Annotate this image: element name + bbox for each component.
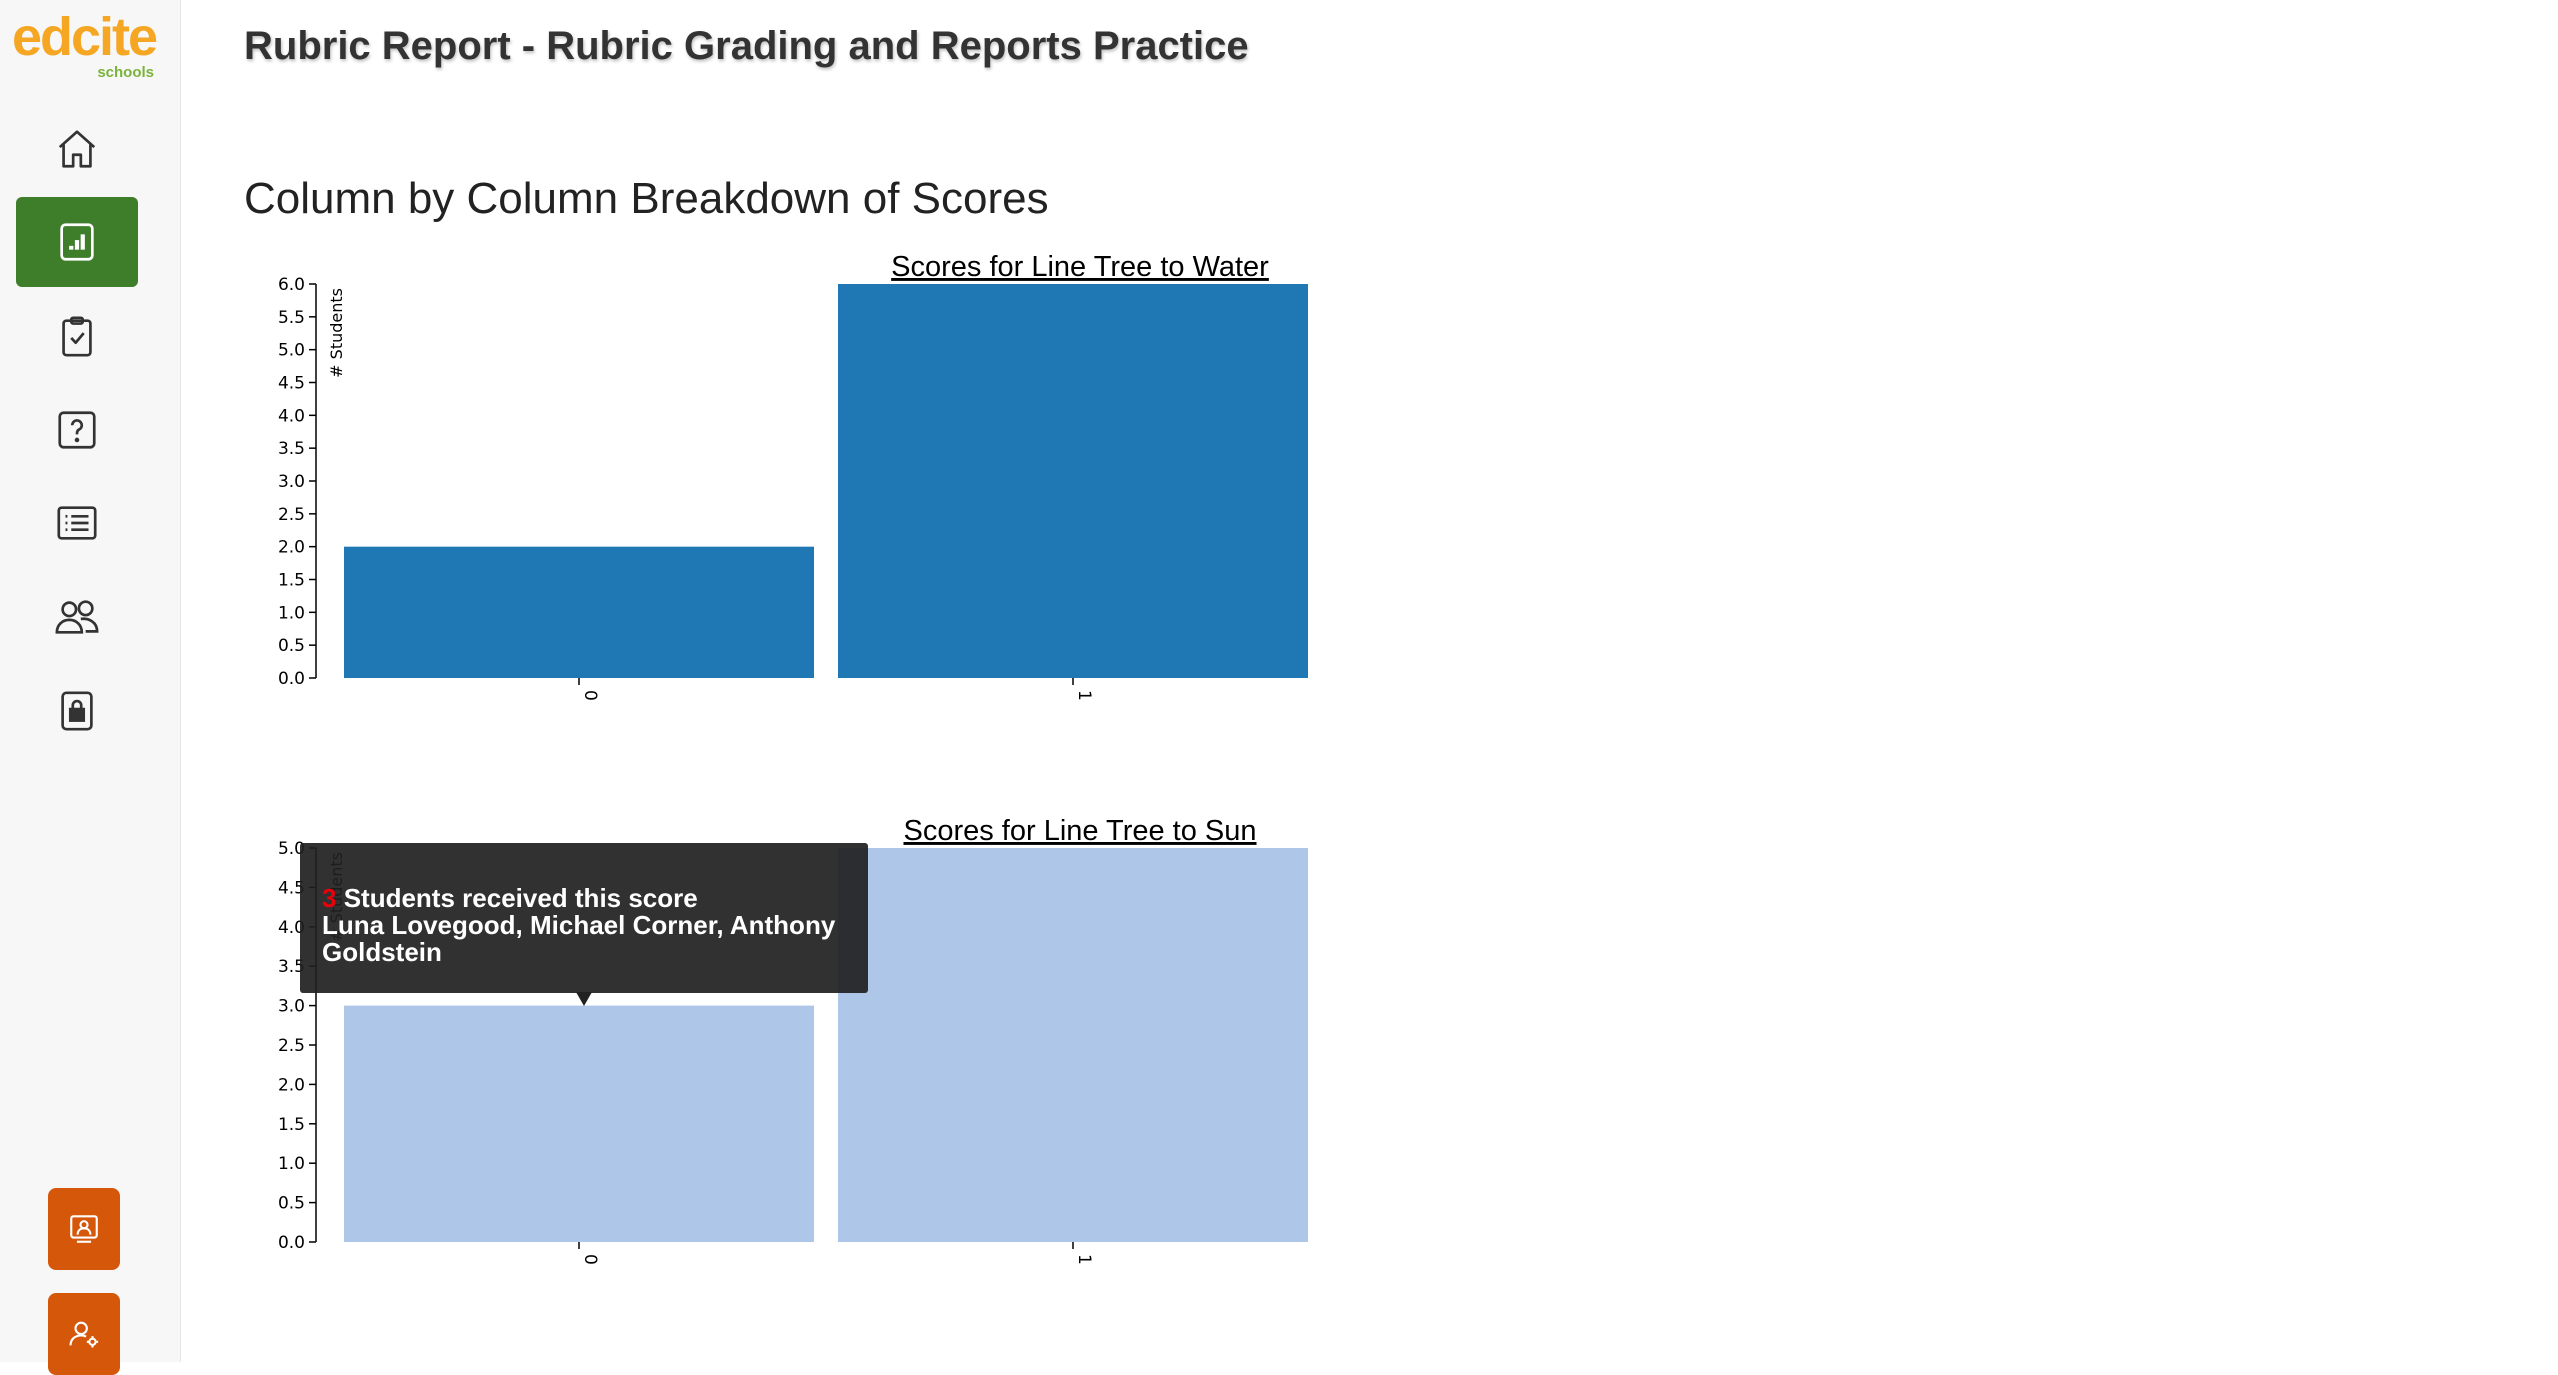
y-tick-label: 3.5 (278, 439, 305, 459)
y-tick-label: 4.5 (278, 374, 305, 394)
score-tooltip: 3 Students received this score Luna Love… (300, 843, 868, 993)
tooltip-headline: 3 Students received this score (322, 885, 848, 912)
y-tick-label: 5.5 (278, 308, 305, 328)
y-tick-label: 4.5 (278, 878, 305, 898)
section-title: Column by Column Breakdown of Scores (244, 174, 1049, 223)
bar-1 (838, 284, 1308, 678)
y-tick-label: 5.0 (278, 839, 305, 859)
bar-0 (344, 1005, 814, 1242)
edcite-logo[interactable]: edcite schools (12, 7, 162, 81)
logo-subtext: schools (97, 64, 154, 81)
x-tick-label: 0 (580, 1254, 600, 1265)
chart-tree-to-water: 0.0 0.5 1.0 1.5 2.0 2.5 3.0 3.5 4.0 4.5 5.0 5.5 6.0 #… (278, 251, 1308, 701)
questions-icon (58, 411, 96, 449)
tooltip-message: Students received this score (343, 883, 698, 913)
user-settings-icon (69, 1321, 99, 1348)
bar-0 (344, 546, 814, 678)
chart-title: Scores for Line Tree to Water (891, 251, 1269, 283)
sidebar: edcite schools (0, 0, 181, 1375)
y-tick-label: 0.5 (278, 1194, 305, 1214)
student-view-button[interactable] (48, 1188, 120, 1270)
y-tick-label: 6.0 (278, 275, 305, 295)
chart-title: Scores for Line Tree to Sun (903, 815, 1256, 847)
y-tick-label: 1.5 (278, 1115, 305, 1135)
y-tick-label: 1.0 (278, 603, 305, 623)
home-icon (58, 130, 96, 168)
tooltip-count: 3 (322, 883, 337, 913)
x-tick-label: 1 (1074, 1254, 1094, 1265)
y-tick-label: 4.0 (278, 918, 305, 938)
bar-1 (838, 848, 1308, 1242)
assignments-icon (62, 316, 92, 357)
logo-text: edcite (12, 7, 158, 67)
classes-icon (55, 600, 99, 634)
y-tick-label: 4.0 (278, 406, 305, 426)
y-tick-label: 1.0 (278, 1154, 305, 1174)
y-tick-label: 2.5 (278, 1036, 305, 1056)
y-tick-label: 0.0 (278, 669, 305, 689)
y-tick-label: 2.0 (278, 538, 305, 558)
y-tick-label: 0.0 (278, 1233, 305, 1253)
y-tick-label: 2.0 (278, 1075, 305, 1095)
list-icon (57, 506, 97, 540)
reports-icon (60, 223, 94, 261)
student-view-icon (70, 1215, 98, 1243)
tooltip-arrow (576, 992, 592, 1006)
y-tick-label: 3.5 (278, 957, 305, 977)
sidebar-item-home[interactable] (16, 104, 138, 194)
sidebar-item-list[interactable] (16, 478, 138, 568)
sidebar-item-reports[interactable] (16, 197, 138, 287)
page-title: Rubric Report - Rubric Grading and Repor… (244, 24, 1249, 68)
user-settings-button[interactable] (48, 1293, 120, 1375)
y-tick-label: 3.0 (278, 997, 305, 1017)
y-axis-label: # Students (327, 288, 346, 378)
y-tick-label: 5.0 (278, 341, 305, 361)
y-tick-label: 0.5 (278, 636, 305, 656)
tooltip-names: Luna Lovegood, Michael Corner, Anthony G… (322, 910, 836, 967)
y-tick-label: 1.5 (278, 571, 305, 591)
x-tick-label: 1 (1074, 690, 1094, 701)
sidebar-item-assignments[interactable] (16, 291, 138, 381)
lock-icon (61, 691, 93, 731)
sidebar-item-classes[interactable] (16, 572, 138, 662)
sidebar-item-questions[interactable] (16, 385, 138, 475)
y-tick-label: 2.5 (278, 505, 305, 525)
sidebar-item-lock[interactable] (16, 666, 138, 756)
y-tick-label: 3.0 (278, 472, 305, 492)
x-tick-label: 0 (580, 690, 600, 701)
chart-tree-to-sun: 0.00.51.01.52.02.53.03.54.04.55.0# Stude… (278, 815, 1308, 1265)
